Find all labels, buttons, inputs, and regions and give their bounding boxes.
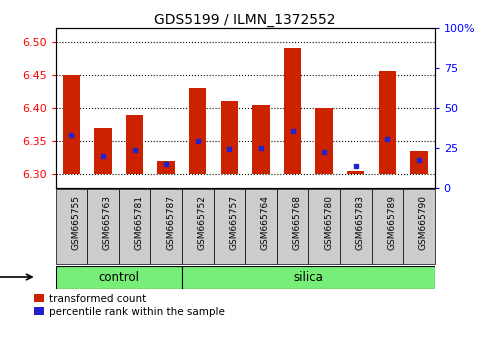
Bar [277,189,308,264]
Text: silica: silica [293,270,323,284]
Bar [221,101,238,175]
Title: GDS5199 / ILMN_1372552: GDS5199 / ILMN_1372552 [155,13,336,27]
Bar [126,115,143,175]
Bar [157,161,175,175]
Text: control: control [98,270,139,284]
Text: GSM665757: GSM665757 [229,195,238,250]
Bar [379,72,396,175]
Bar [252,105,270,175]
Text: GSM665768: GSM665768 [293,195,301,250]
Bar [410,151,427,175]
Bar [340,189,371,264]
Bar [371,189,403,264]
Bar [245,189,277,264]
Bar [315,108,333,175]
Text: GSM665781: GSM665781 [135,195,143,250]
Text: GSM665790: GSM665790 [419,195,428,250]
Text: GSM665789: GSM665789 [387,195,397,250]
Bar [150,189,182,264]
Text: GSM665755: GSM665755 [71,195,80,250]
Bar [189,88,206,175]
Bar [119,189,150,264]
Text: GSM665780: GSM665780 [324,195,333,250]
Bar [308,189,340,264]
Text: GSM665752: GSM665752 [198,195,207,250]
Bar [182,266,435,289]
Bar [94,128,112,175]
Bar [213,189,245,264]
Text: GSM665764: GSM665764 [261,195,270,250]
Bar [182,189,213,264]
Text: GSM665783: GSM665783 [355,195,365,250]
Bar [403,189,435,264]
Bar [63,75,80,175]
Bar [56,189,87,264]
Text: GSM665763: GSM665763 [103,195,112,250]
Legend: transformed count, percentile rank within the sample: transformed count, percentile rank withi… [34,294,225,317]
Bar [347,171,364,175]
Bar [56,266,182,289]
Bar [284,48,301,175]
Bar [87,189,119,264]
Text: GSM665787: GSM665787 [166,195,175,250]
